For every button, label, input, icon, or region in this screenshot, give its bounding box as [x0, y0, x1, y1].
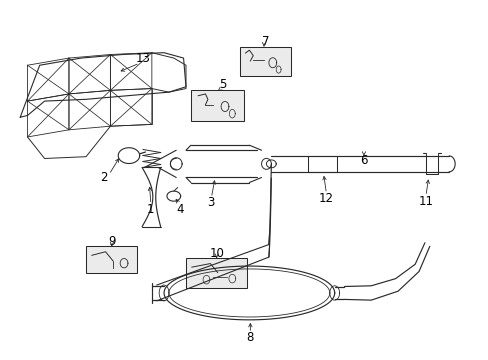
FancyBboxPatch shape	[239, 46, 290, 76]
FancyBboxPatch shape	[185, 258, 246, 288]
Text: 7: 7	[261, 35, 269, 48]
Text: 9: 9	[108, 235, 115, 248]
Text: 6: 6	[360, 154, 367, 167]
Text: 2: 2	[100, 171, 107, 184]
Text: 11: 11	[418, 195, 432, 208]
Text: 13: 13	[135, 52, 150, 65]
Text: 1: 1	[147, 203, 154, 216]
Text: 12: 12	[318, 192, 333, 205]
Text: 10: 10	[209, 247, 224, 260]
Text: 4: 4	[176, 203, 183, 216]
Text: 8: 8	[246, 331, 254, 344]
FancyBboxPatch shape	[86, 246, 137, 273]
FancyBboxPatch shape	[190, 90, 244, 121]
Text: 3: 3	[207, 196, 215, 209]
Text: 5: 5	[219, 78, 226, 91]
